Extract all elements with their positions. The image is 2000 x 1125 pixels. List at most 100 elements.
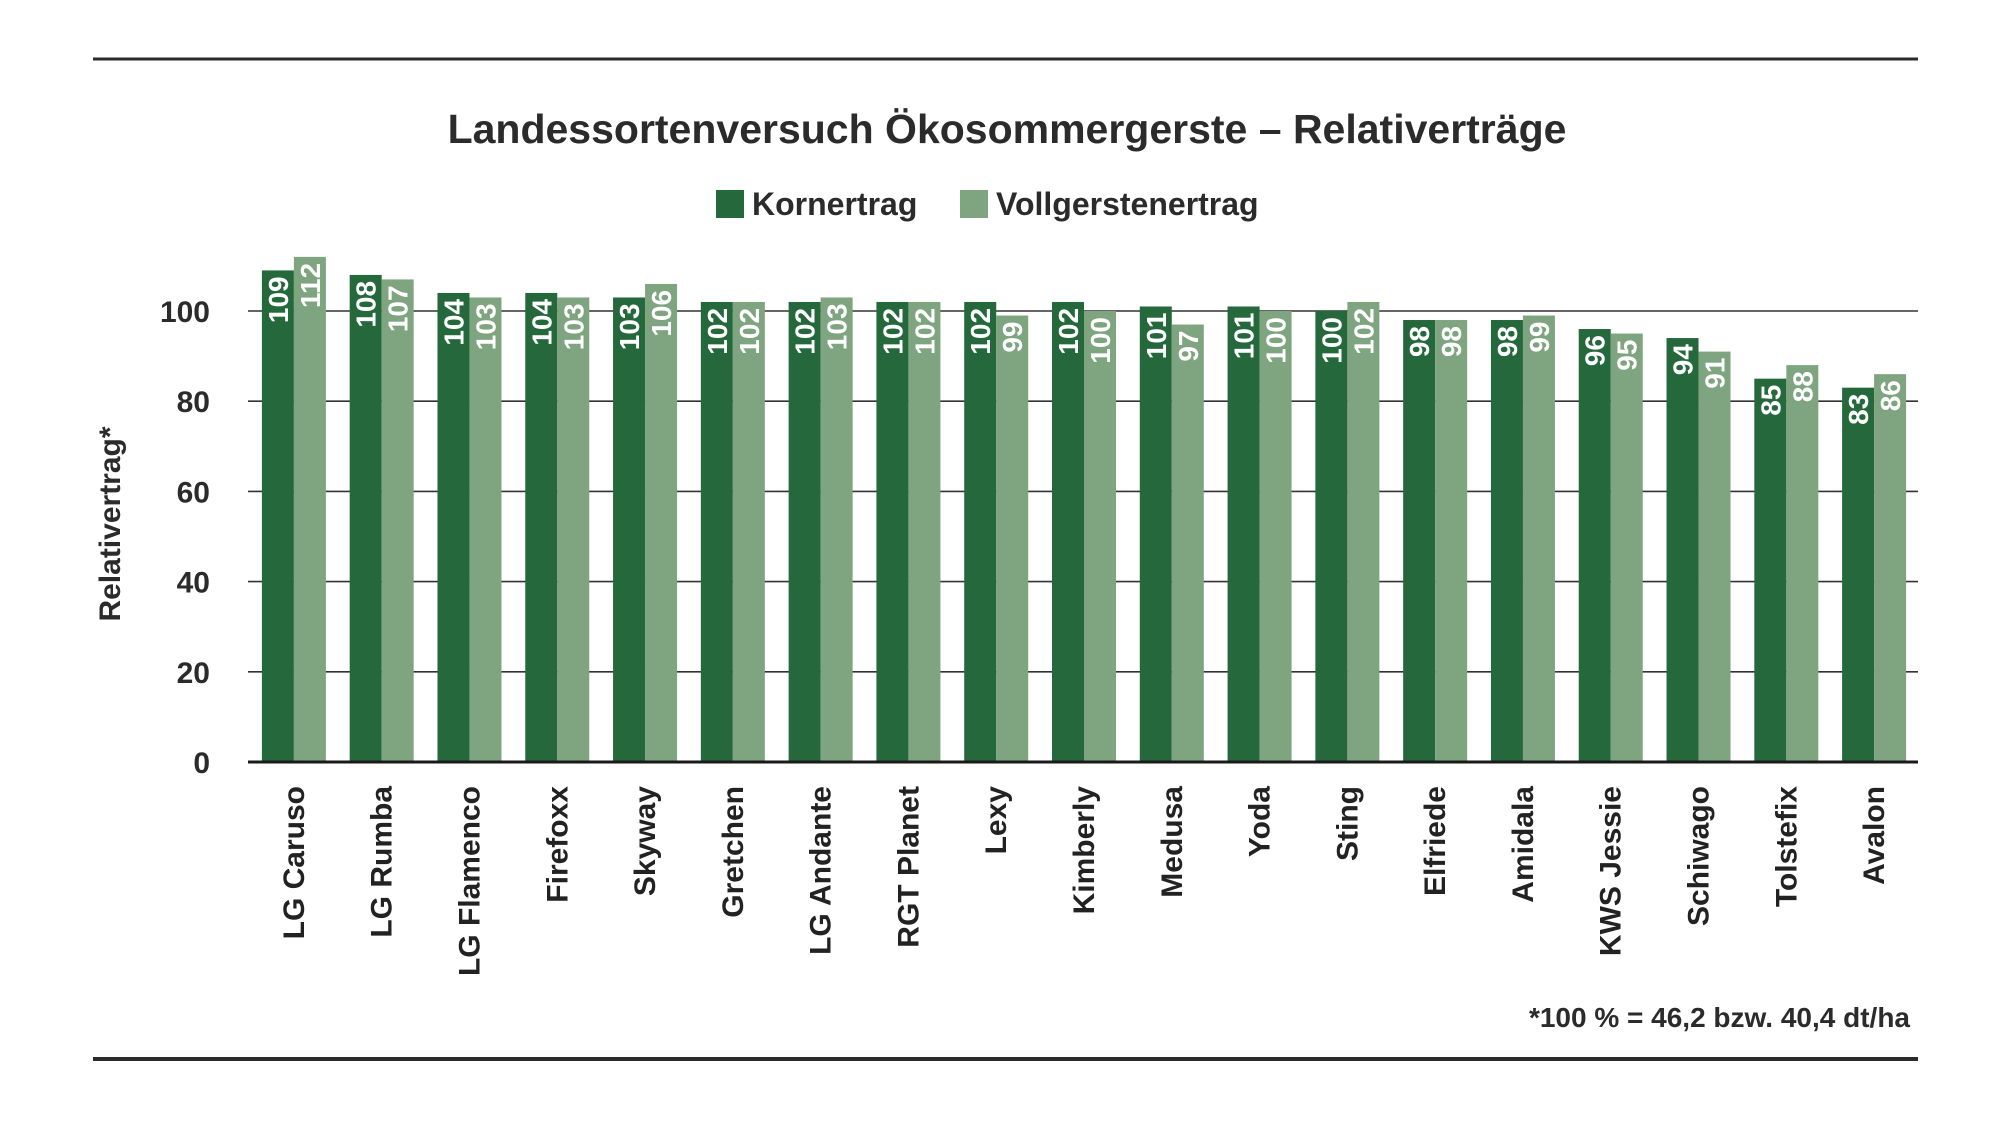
bar-kornertrag xyxy=(349,274,382,762)
x-category-label: Yoda xyxy=(1244,786,1277,857)
x-category-label: Lexy xyxy=(980,786,1013,855)
bar-vollgerstenertrag xyxy=(1610,333,1643,762)
data-label: 102 xyxy=(702,308,733,355)
data-label: 100 xyxy=(1261,317,1292,364)
bar-vollgerstenertrag xyxy=(1347,301,1380,762)
bar-vollgerstenertrag xyxy=(1259,311,1292,762)
bar-kornertrag xyxy=(525,292,558,762)
bar-vollgerstenertrag xyxy=(469,297,502,762)
data-label: 94 xyxy=(1668,344,1699,376)
x-category-label: Skyway xyxy=(629,786,662,896)
y-tick-label: 20 xyxy=(177,657,210,690)
bar-vollgerstenertrag xyxy=(381,279,414,762)
x-category-label: LG Rumba xyxy=(366,786,399,938)
x-category-label: Avalon xyxy=(1858,786,1891,885)
data-label: 108 xyxy=(351,281,382,328)
data-label: 103 xyxy=(614,303,645,350)
x-category-label: LG Caruso xyxy=(278,786,311,939)
x-axis-categories: LG Caruso LG Rumba LG Flamenco Firefoxx Skyw… xyxy=(278,786,1891,976)
footnote: *100 % = 46,2 bzw. 40,4 dt/ha xyxy=(1529,1002,1910,1033)
data-label: 103 xyxy=(558,303,589,350)
data-label: 101 xyxy=(1141,312,1172,359)
x-category-label: LG Flamenco xyxy=(453,786,486,976)
data-label: 102 xyxy=(877,308,908,355)
data-label: 95 xyxy=(1612,340,1643,371)
data-label: 85 xyxy=(1755,385,1786,416)
x-category-label: Kimberly xyxy=(1068,786,1101,915)
bar-vollgerstenertrag xyxy=(293,256,326,762)
bar-kornertrag xyxy=(1578,329,1611,762)
y-axis-ticks: 0 20 40 60 80 100 xyxy=(160,296,210,780)
x-category-label: Sting xyxy=(1331,786,1364,861)
data-label: 102 xyxy=(965,308,996,355)
x-category-label: Tolstefix xyxy=(1770,786,1803,907)
bar-kornertrag xyxy=(964,301,997,762)
data-label: 86 xyxy=(1875,380,1906,411)
bar-vollgerstenertrag xyxy=(1874,374,1907,762)
data-label: 101 xyxy=(1229,312,1260,359)
bar-kornertrag xyxy=(1315,311,1348,762)
bar-vollgerstenertrag xyxy=(1171,324,1204,762)
chart-title: Landessortenversuch Ökosommergerste – Re… xyxy=(448,106,1567,152)
bar-kornertrag xyxy=(1052,301,1084,762)
bar-vollgerstenertrag xyxy=(732,301,765,762)
data-label: 98 xyxy=(1436,326,1467,357)
data-label: 100 xyxy=(1085,317,1116,364)
legend-label-vollgerstenertrag: Vollgerstenertrag xyxy=(996,186,1259,222)
bar-vollgerstenertrag xyxy=(908,301,941,762)
x-category-label: RGT Planet xyxy=(892,786,925,948)
data-label: 103 xyxy=(470,303,501,350)
data-label: 83 xyxy=(1843,394,1874,425)
bar-kornertrag xyxy=(1842,387,1875,762)
data-label: 100 xyxy=(1316,317,1347,364)
x-category-label: Amidala xyxy=(1507,786,1540,903)
data-label: 104 xyxy=(526,299,557,346)
bar-vollgerstenertrag xyxy=(996,315,1029,762)
y-axis-label: Relativertrag* xyxy=(94,426,127,621)
y-tick-label: 0 xyxy=(193,747,210,780)
bar-kornertrag xyxy=(788,301,821,762)
data-label: 102 xyxy=(734,308,765,355)
bar-vollgerstenertrag xyxy=(1435,320,1468,762)
bar-kornertrag xyxy=(437,292,470,762)
bar-vollgerstenertrag xyxy=(1084,311,1116,762)
data-label: 91 xyxy=(1700,358,1731,389)
legend-swatch-vollgerstenertrag xyxy=(960,190,988,218)
legend-label-kornertrag: Kornertrag xyxy=(752,186,917,222)
x-category-label: Gretchen xyxy=(717,786,750,918)
data-label: 98 xyxy=(1492,326,1523,357)
x-category-label: Elfriede xyxy=(1419,786,1452,896)
bar-kornertrag xyxy=(1227,306,1260,762)
x-category-label: Medusa xyxy=(1156,786,1189,898)
bar-vollgerstenertrag xyxy=(645,283,678,762)
bar-vollgerstenertrag xyxy=(1522,315,1555,762)
bar-kornertrag xyxy=(876,301,909,762)
data-label: 109 xyxy=(263,276,294,323)
data-label: 99 xyxy=(997,322,1028,353)
x-category-label: Firefoxx xyxy=(541,786,574,903)
bar-kornertrag xyxy=(261,270,294,762)
bar-kornertrag xyxy=(1754,378,1787,762)
bar-vollgerstenertrag xyxy=(557,297,590,762)
bar-vollgerstenertrag xyxy=(820,297,853,762)
bar-kornertrag xyxy=(613,297,646,762)
bar-kornertrag xyxy=(1139,306,1172,762)
y-tick-label: 80 xyxy=(177,386,210,419)
data-label: 102 xyxy=(790,308,821,355)
legend: Kornertrag Vollgerstenertrag xyxy=(716,186,1259,222)
data-labels: 109 112 108 107 104 103 104 103 103 106 102 102 102 1… xyxy=(263,263,1906,425)
data-label: 112 xyxy=(295,263,326,308)
data-label: 102 xyxy=(1348,308,1379,355)
y-tick-label: 60 xyxy=(177,476,210,509)
legend-swatch-kornertrag xyxy=(716,190,744,218)
x-category-label: Schiwago xyxy=(1683,786,1716,926)
bar-vollgerstenertrag xyxy=(1786,365,1819,762)
bar-kornertrag xyxy=(1403,320,1436,762)
bar-kornertrag xyxy=(1490,320,1523,762)
x-category-label: KWS Jessie xyxy=(1595,786,1628,956)
bar-vollgerstenertrag xyxy=(1698,351,1731,762)
y-tick-label: 40 xyxy=(177,567,210,600)
data-label: 106 xyxy=(646,290,677,337)
